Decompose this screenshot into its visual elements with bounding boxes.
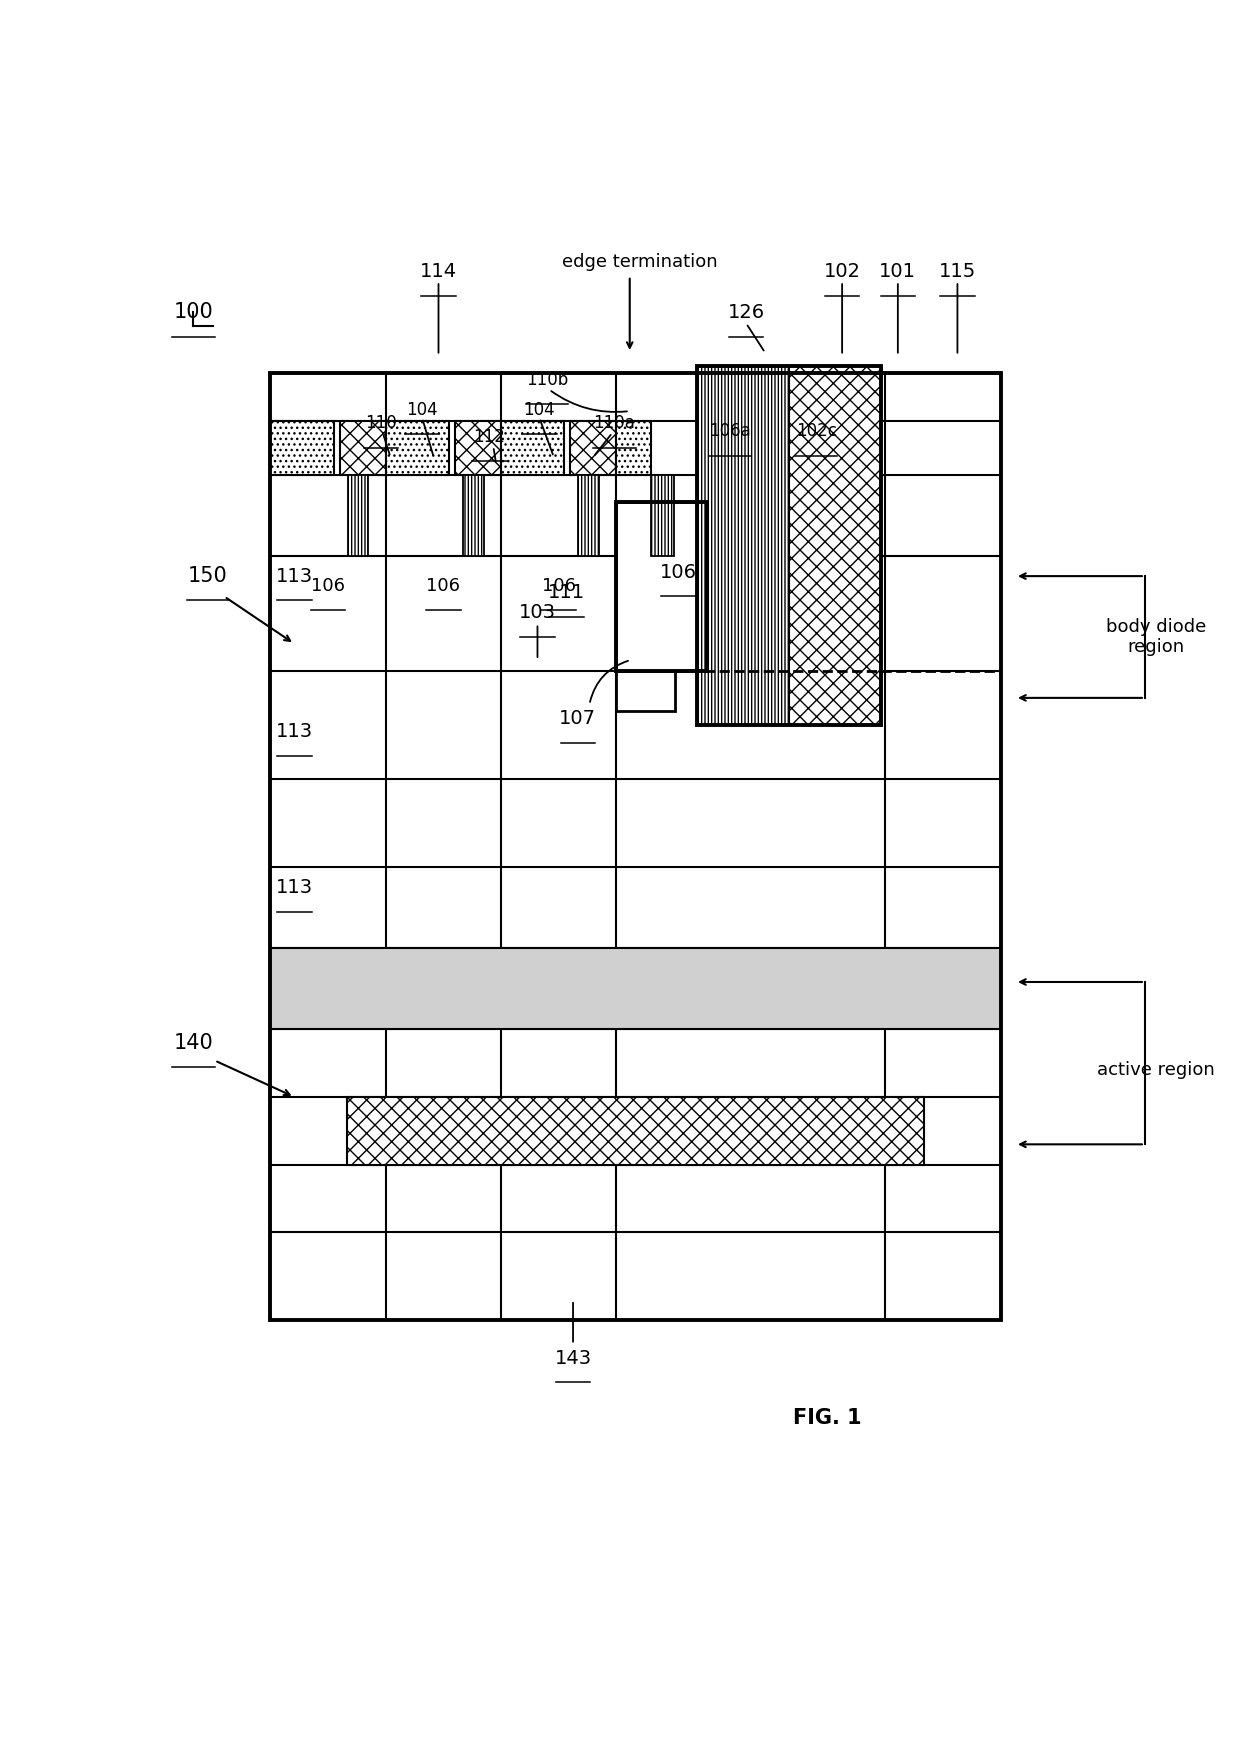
Bar: [616, 420, 651, 474]
Bar: [501, 420, 564, 474]
Bar: [616, 503, 707, 671]
Bar: [463, 474, 484, 555]
Bar: [570, 420, 616, 474]
Text: 113: 113: [275, 722, 312, 741]
Text: 101: 101: [879, 262, 916, 281]
Bar: [270, 420, 334, 474]
Text: 140: 140: [174, 1033, 213, 1052]
Text: edge termination: edge termination: [563, 253, 718, 271]
Bar: [697, 367, 789, 726]
Bar: [270, 949, 1001, 1030]
Bar: [651, 474, 675, 555]
Text: 106: 106: [311, 576, 345, 594]
Bar: [270, 372, 1001, 1320]
Text: 103: 103: [520, 603, 556, 622]
Text: 114: 114: [420, 262, 458, 281]
Bar: [789, 367, 880, 726]
Text: 110b: 110b: [526, 371, 568, 388]
Text: 110a: 110a: [594, 415, 635, 432]
Bar: [347, 1096, 924, 1165]
Text: 111: 111: [548, 583, 585, 603]
Bar: [270, 372, 1001, 1320]
Text: 113: 113: [275, 878, 312, 896]
Text: 150: 150: [188, 566, 228, 587]
Text: 100: 100: [174, 302, 213, 322]
Text: body diode
region: body diode region: [1106, 618, 1207, 657]
Text: 110: 110: [365, 415, 397, 432]
Bar: [386, 420, 449, 474]
Text: 106a: 106a: [709, 422, 750, 441]
Text: 102: 102: [823, 262, 861, 281]
Text: 104: 104: [523, 401, 556, 418]
Bar: [616, 503, 707, 671]
Text: 113: 113: [275, 566, 312, 585]
Bar: [616, 671, 676, 712]
Text: FIG. 1: FIG. 1: [794, 1407, 862, 1428]
Bar: [340, 420, 386, 474]
Text: 112: 112: [474, 427, 506, 446]
Text: 115: 115: [939, 262, 976, 281]
Text: 106: 106: [427, 576, 460, 594]
Bar: [347, 474, 368, 555]
Text: 107: 107: [559, 708, 596, 727]
Text: 106: 106: [542, 576, 575, 594]
Text: 126: 126: [728, 302, 765, 322]
Text: 102c: 102c: [796, 422, 837, 441]
Text: 104: 104: [407, 401, 438, 418]
Text: active region: active region: [1097, 1061, 1215, 1079]
Text: 106: 106: [660, 562, 697, 582]
Bar: [578, 474, 599, 555]
Bar: [455, 420, 501, 474]
Bar: [697, 367, 880, 726]
Text: 143: 143: [554, 1349, 591, 1367]
